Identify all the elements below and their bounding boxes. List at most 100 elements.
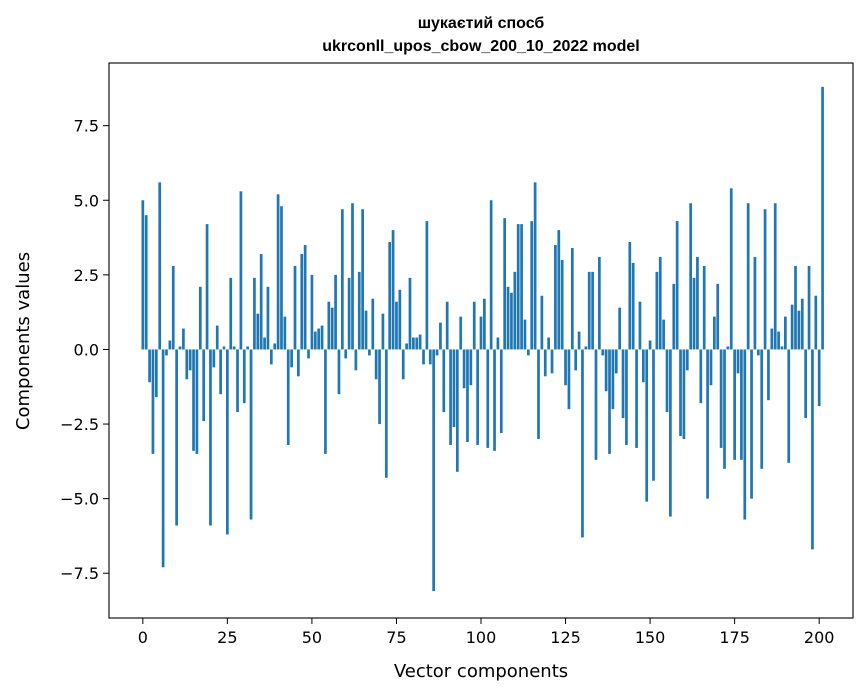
bar-155 <box>665 349 669 413</box>
bar-96 <box>466 349 469 442</box>
bar-172 <box>723 349 726 469</box>
bar-145 <box>631 262 635 350</box>
bar-120 <box>547 337 550 350</box>
bar-187 <box>773 203 777 350</box>
bar-68 <box>371 298 375 350</box>
bar-170 <box>716 283 720 350</box>
bar-99 <box>476 349 479 445</box>
bar-125 <box>564 349 567 386</box>
x-tick-label: 150 <box>635 628 666 647</box>
bar-66 <box>364 310 368 350</box>
bar-142 <box>621 349 625 419</box>
bar-37 <box>266 286 270 350</box>
bar-123 <box>557 230 561 350</box>
bar-130 <box>581 349 584 538</box>
bar-151 <box>652 349 655 481</box>
x-axis-label: Vector components <box>394 661 568 682</box>
bar-60 <box>344 349 348 359</box>
bar-26 <box>229 277 233 350</box>
bar-73 <box>388 242 392 350</box>
bar-79 <box>408 277 412 350</box>
bar-126 <box>567 349 571 410</box>
bar-195 <box>800 298 804 350</box>
bar-65 <box>361 209 364 350</box>
bar-144 <box>628 242 632 350</box>
bar-118 <box>540 295 544 350</box>
bar-40 <box>276 194 280 350</box>
bar-106 <box>499 349 503 433</box>
bar-177 <box>740 349 743 460</box>
bar-129 <box>577 331 581 350</box>
bar-166 <box>702 265 706 350</box>
bar-201 <box>821 86 824 350</box>
bar-4 <box>154 349 158 398</box>
bar-158 <box>675 221 679 350</box>
bar-190 <box>784 316 787 350</box>
x-tick-label: 0 <box>138 628 148 647</box>
bar-81 <box>415 337 419 350</box>
bar-183 <box>760 349 764 469</box>
bar-152 <box>655 271 659 350</box>
bar-16 <box>195 349 199 454</box>
bar-160 <box>682 349 686 439</box>
bar-196 <box>804 349 808 419</box>
y-tick-label: 2.5 <box>74 266 99 285</box>
bar-147 <box>638 301 642 350</box>
x-tick-label: 100 <box>466 628 497 647</box>
bar-173 <box>726 346 730 350</box>
bar-128 <box>574 349 578 371</box>
bar-104 <box>493 349 496 451</box>
chart-subtitle: ukrconll_upos_cbow_200_10_2022 model <box>322 38 639 55</box>
bar-36 <box>263 337 266 350</box>
x-tick-label: 125 <box>550 628 581 647</box>
y-tick-label: −5.0 <box>60 490 99 509</box>
bar-23 <box>219 349 222 395</box>
bar-181 <box>753 256 757 350</box>
bar-29 <box>239 191 243 350</box>
bar-105 <box>496 337 500 350</box>
bar-70 <box>378 349 381 425</box>
bar-107 <box>503 218 507 350</box>
x-tick-label: 200 <box>804 628 835 647</box>
bar-22 <box>215 325 219 350</box>
bar-48 <box>303 245 307 350</box>
bar-90 <box>445 301 449 350</box>
bar-87 <box>435 349 439 356</box>
bar-5 <box>158 182 162 350</box>
bar-171 <box>719 349 723 448</box>
bar-71 <box>381 313 385 350</box>
bar-119 <box>543 349 547 377</box>
bar-169 <box>712 316 716 350</box>
bar-161 <box>685 349 689 371</box>
bar-41 <box>280 206 283 350</box>
bar-63 <box>354 349 358 371</box>
bar-57 <box>334 274 337 350</box>
bar-62 <box>351 203 354 350</box>
bar-191 <box>787 349 791 463</box>
bar-91 <box>449 349 452 445</box>
bar-198 <box>811 349 814 550</box>
bar-103 <box>489 200 493 350</box>
bar-51 <box>313 331 317 350</box>
bar-80 <box>412 337 415 350</box>
bar-141 <box>618 307 622 350</box>
bar-150 <box>648 340 652 350</box>
y-tick-label: 0.0 <box>74 340 99 359</box>
bar-6 <box>161 349 165 568</box>
bar-134 <box>594 349 598 460</box>
bar-116 <box>533 182 537 350</box>
bar-58 <box>337 349 341 395</box>
x-axis-ticks: 0 25 50 75 100 125 150 175 200 <box>138 618 835 647</box>
bar-78 <box>405 343 408 350</box>
bar-77 <box>401 349 405 380</box>
bar-194 <box>797 310 801 350</box>
bar-121 <box>550 349 554 374</box>
bar-8 <box>168 340 172 350</box>
bar-44 <box>290 349 293 368</box>
bar-21 <box>212 349 216 368</box>
y-tick-label: −7.5 <box>60 564 99 583</box>
bar-27 <box>232 346 236 350</box>
x-tick-label: 75 <box>386 628 406 647</box>
bar-122 <box>554 245 557 350</box>
